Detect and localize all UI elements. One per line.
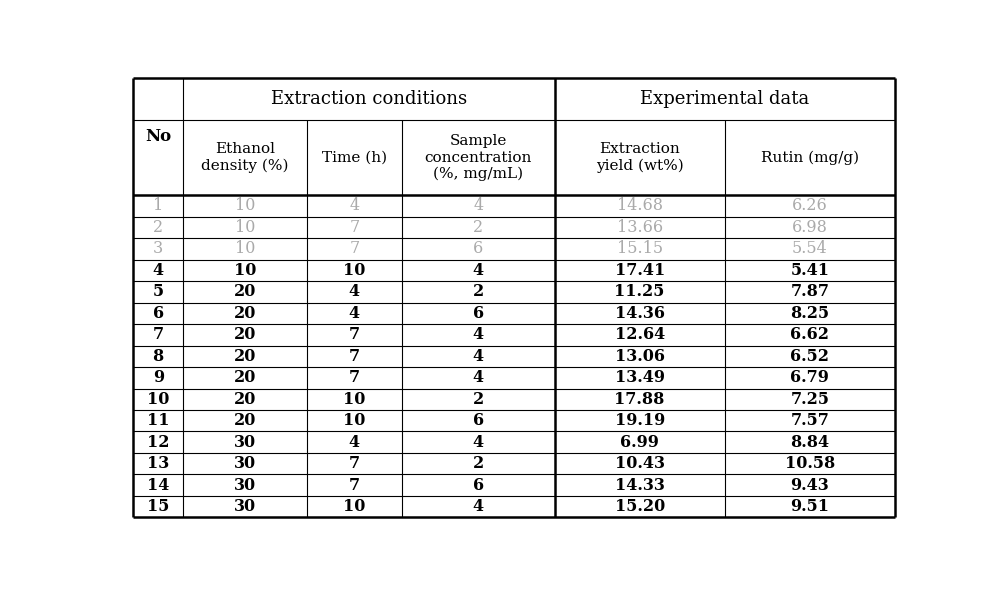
Text: 8: 8 [152, 348, 163, 365]
Text: 9.43: 9.43 [790, 477, 829, 494]
Text: 13.49: 13.49 [614, 369, 664, 386]
Text: 10: 10 [343, 391, 365, 408]
Text: 7: 7 [349, 348, 360, 365]
Text: No: No [145, 129, 171, 145]
Text: 7: 7 [349, 219, 359, 236]
Text: 20: 20 [233, 412, 256, 430]
Text: 2: 2 [473, 219, 483, 236]
Text: 7: 7 [349, 241, 359, 257]
Text: 7.25: 7.25 [790, 391, 829, 408]
Text: 7: 7 [349, 477, 360, 494]
Text: 10.43: 10.43 [614, 455, 664, 472]
Text: 4: 4 [472, 369, 483, 386]
Text: 15.15: 15.15 [616, 241, 662, 257]
Text: 8.84: 8.84 [790, 434, 829, 451]
Text: 9.51: 9.51 [790, 498, 829, 515]
Text: 6.99: 6.99 [619, 434, 658, 451]
Text: Ethanol
density (%): Ethanol density (%) [201, 142, 289, 173]
Text: 10: 10 [343, 262, 365, 279]
Text: 12.64: 12.64 [614, 326, 664, 343]
Text: 20: 20 [233, 326, 256, 343]
Text: 2: 2 [472, 455, 484, 472]
Text: 10: 10 [234, 198, 255, 215]
Text: 17.88: 17.88 [614, 391, 664, 408]
Text: 4: 4 [349, 434, 360, 451]
Text: 13.06: 13.06 [614, 348, 664, 365]
Text: 14: 14 [147, 477, 169, 494]
Text: 10: 10 [147, 391, 169, 408]
Text: 6.98: 6.98 [792, 219, 827, 236]
Text: 19.19: 19.19 [614, 412, 664, 430]
Text: 4: 4 [472, 434, 483, 451]
Text: 4: 4 [472, 326, 483, 343]
Text: 5: 5 [152, 283, 163, 300]
Text: 10: 10 [343, 412, 365, 430]
Text: 5.41: 5.41 [790, 262, 829, 279]
Text: 10.58: 10.58 [784, 455, 834, 472]
Text: 15.20: 15.20 [614, 498, 664, 515]
Text: 6.79: 6.79 [790, 369, 829, 386]
Text: 15: 15 [147, 498, 169, 515]
Text: Rutin (mg/g): Rutin (mg/g) [761, 150, 858, 165]
Text: 20: 20 [233, 305, 256, 322]
Text: 7: 7 [349, 455, 360, 472]
Text: 7.87: 7.87 [790, 283, 829, 300]
Text: 12: 12 [147, 434, 169, 451]
Text: 7: 7 [349, 369, 360, 386]
Text: 6.26: 6.26 [792, 198, 827, 215]
Text: 6: 6 [473, 241, 483, 257]
Text: 30: 30 [233, 498, 256, 515]
Text: 6: 6 [472, 412, 483, 430]
Text: 2: 2 [153, 219, 163, 236]
Text: 1: 1 [153, 198, 163, 215]
Text: 20: 20 [233, 348, 256, 365]
Text: 9: 9 [152, 369, 163, 386]
Text: 10: 10 [234, 241, 255, 257]
Text: Extraction conditions: Extraction conditions [271, 90, 467, 109]
Text: 20: 20 [233, 391, 256, 408]
Text: 11: 11 [147, 412, 169, 430]
Text: 6.52: 6.52 [790, 348, 829, 365]
Text: 2: 2 [472, 391, 484, 408]
Text: 4: 4 [473, 198, 483, 215]
Text: 8.25: 8.25 [790, 305, 829, 322]
Text: 14.33: 14.33 [614, 477, 664, 494]
Text: 11.25: 11.25 [614, 283, 664, 300]
Text: 6: 6 [152, 305, 163, 322]
Text: 13.66: 13.66 [616, 219, 662, 236]
Text: 4: 4 [349, 283, 360, 300]
Text: 4: 4 [472, 348, 483, 365]
Text: 3: 3 [153, 241, 163, 257]
Text: 4: 4 [472, 498, 483, 515]
Text: 4: 4 [472, 262, 483, 279]
Text: 2: 2 [472, 283, 484, 300]
Text: 7: 7 [152, 326, 163, 343]
Text: 6.62: 6.62 [790, 326, 829, 343]
Text: 14.36: 14.36 [614, 305, 664, 322]
Text: 17.41: 17.41 [614, 262, 664, 279]
Text: Time (h): Time (h) [322, 151, 387, 165]
Text: Extraction
yield (wt%): Extraction yield (wt%) [595, 142, 682, 173]
Text: 20: 20 [233, 283, 256, 300]
Text: 30: 30 [233, 434, 256, 451]
Text: 10: 10 [233, 262, 256, 279]
Text: 14.68: 14.68 [616, 198, 662, 215]
Text: 10: 10 [234, 219, 255, 236]
Text: Sample
concentration
(%, mg/mL): Sample concentration (%, mg/mL) [424, 135, 531, 181]
Text: 4: 4 [349, 198, 359, 215]
Text: 7: 7 [349, 326, 360, 343]
Text: 30: 30 [233, 455, 256, 472]
Text: 6: 6 [472, 477, 483, 494]
Text: 6: 6 [472, 305, 483, 322]
Text: 5.54: 5.54 [792, 241, 827, 257]
Text: 4: 4 [349, 305, 360, 322]
Text: 7.57: 7.57 [790, 412, 829, 430]
Text: 4: 4 [152, 262, 163, 279]
Text: 20: 20 [233, 369, 256, 386]
Text: 30: 30 [233, 477, 256, 494]
Text: 10: 10 [343, 498, 365, 515]
Text: 13: 13 [147, 455, 169, 472]
Text: Experimental data: Experimental data [639, 90, 809, 109]
